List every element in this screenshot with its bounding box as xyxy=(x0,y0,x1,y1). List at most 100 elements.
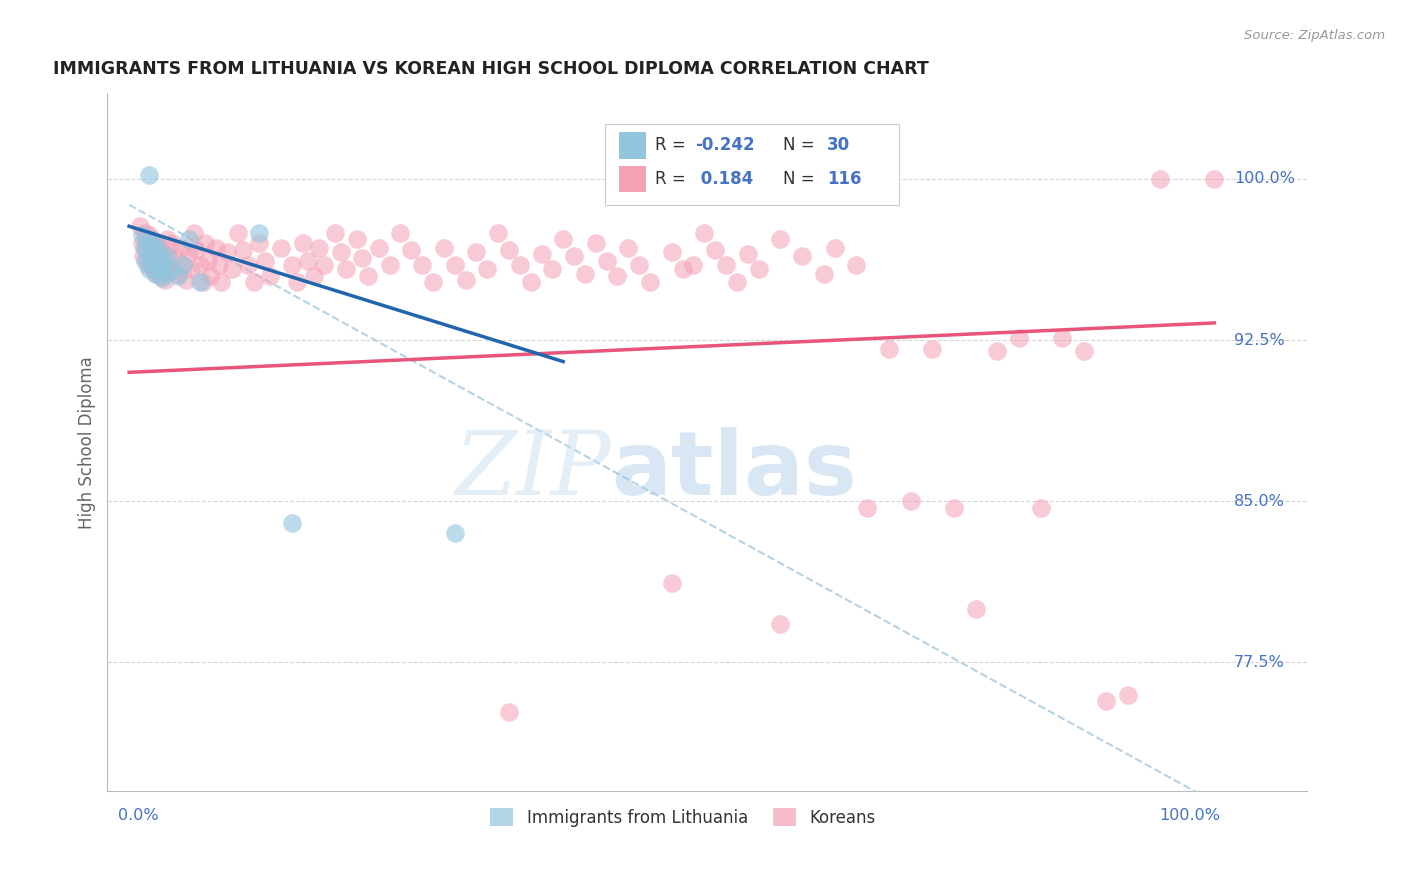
Point xyxy=(129,219,152,234)
Point xyxy=(900,494,922,508)
Point xyxy=(208,258,231,272)
Point xyxy=(443,526,465,541)
Text: R =: R = xyxy=(655,136,692,154)
Text: 92.5%: 92.5% xyxy=(1234,333,1285,348)
Point xyxy=(411,258,433,272)
Point xyxy=(141,232,163,246)
Text: ZIP: ZIP xyxy=(454,426,612,514)
Point xyxy=(465,245,488,260)
Point xyxy=(367,241,389,255)
Point xyxy=(769,232,792,246)
Point xyxy=(136,249,159,263)
Point xyxy=(156,249,179,263)
Point xyxy=(136,258,159,272)
Point xyxy=(172,258,194,272)
Point xyxy=(138,262,160,277)
Point xyxy=(148,264,170,278)
Point xyxy=(682,258,704,272)
Point xyxy=(197,253,219,268)
Point xyxy=(186,243,208,257)
Text: atlas: atlas xyxy=(612,426,856,514)
Point xyxy=(153,258,176,272)
Point xyxy=(1029,500,1052,515)
Point xyxy=(422,275,444,289)
Point xyxy=(498,243,520,257)
Text: IMMIGRANTS FROM LITHUANIA VS KOREAN HIGH SCHOOL DIPLOMA CORRELATION CHART: IMMIGRANTS FROM LITHUANIA VS KOREAN HIGH… xyxy=(53,60,929,78)
Point xyxy=(145,236,167,251)
Point xyxy=(259,268,281,283)
FancyBboxPatch shape xyxy=(620,166,645,192)
Point xyxy=(530,247,553,261)
Point xyxy=(986,343,1008,358)
Point xyxy=(132,249,155,263)
Point xyxy=(606,268,628,283)
Point xyxy=(433,241,456,255)
Point xyxy=(194,236,217,251)
Point xyxy=(877,342,900,356)
Point xyxy=(157,264,180,278)
Point xyxy=(177,232,200,246)
Point xyxy=(142,241,165,255)
Point xyxy=(352,252,374,266)
Point xyxy=(146,267,169,281)
Point xyxy=(143,267,166,281)
Point xyxy=(149,268,172,283)
Point xyxy=(139,245,162,260)
Point xyxy=(215,245,238,260)
Point xyxy=(183,226,205,240)
Point xyxy=(134,241,156,255)
Point xyxy=(595,253,617,268)
Point xyxy=(704,243,727,257)
Point xyxy=(824,241,846,255)
Point xyxy=(142,245,165,260)
Point xyxy=(188,258,211,272)
Point xyxy=(323,226,346,240)
Text: 85.0%: 85.0% xyxy=(1234,494,1285,508)
Point xyxy=(247,236,270,251)
Point xyxy=(769,616,792,631)
Point xyxy=(205,241,228,255)
Point xyxy=(335,262,357,277)
Point xyxy=(285,275,308,289)
Point xyxy=(131,236,153,251)
Point xyxy=(134,226,156,240)
Point xyxy=(661,245,683,260)
Point xyxy=(519,275,541,289)
FancyBboxPatch shape xyxy=(605,125,898,205)
Point xyxy=(162,236,184,251)
Point xyxy=(131,227,153,242)
Point xyxy=(150,245,173,260)
Point xyxy=(148,253,170,268)
Point xyxy=(617,241,640,255)
Text: N =: N = xyxy=(783,170,820,188)
Text: 100.0%: 100.0% xyxy=(1234,171,1295,186)
Point xyxy=(146,252,169,266)
Point xyxy=(1204,172,1226,186)
Point xyxy=(541,262,564,277)
Point xyxy=(167,267,190,281)
Point xyxy=(162,262,184,277)
Point xyxy=(138,232,160,246)
Point xyxy=(156,232,179,246)
Point xyxy=(748,262,770,277)
Point xyxy=(297,253,319,268)
Point xyxy=(157,249,180,263)
Point xyxy=(562,249,585,263)
Text: 100.0%: 100.0% xyxy=(1159,808,1220,823)
Point xyxy=(209,275,232,289)
Point xyxy=(357,268,380,283)
Point xyxy=(378,258,401,272)
Point xyxy=(153,267,176,281)
Point xyxy=(143,253,166,268)
Point xyxy=(714,258,737,272)
Point xyxy=(509,258,531,272)
Point xyxy=(477,262,499,277)
Point xyxy=(790,249,813,263)
Point xyxy=(574,267,596,281)
Point xyxy=(553,232,575,246)
Point xyxy=(302,268,325,283)
Text: N =: N = xyxy=(783,136,820,154)
Point xyxy=(270,241,292,255)
Point xyxy=(1116,688,1139,702)
Point xyxy=(921,342,943,356)
